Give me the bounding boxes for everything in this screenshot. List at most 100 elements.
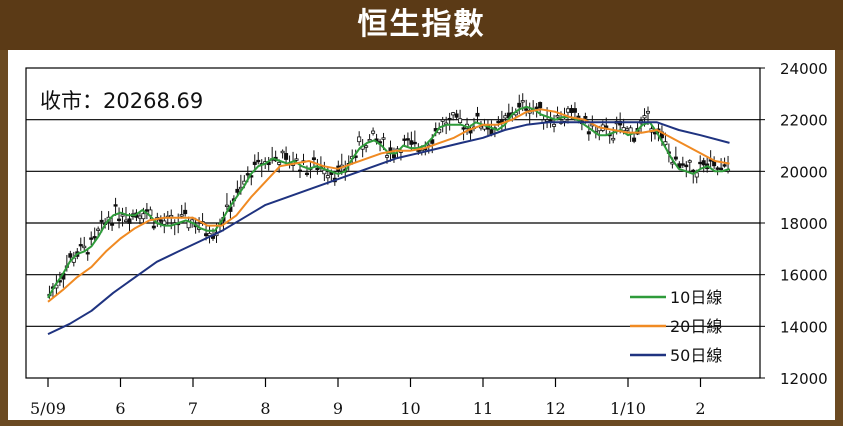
- chart-panel: 12000 14000 16000 18000 20000 22000 24000 5/09 6…: [0, 50, 843, 426]
- candle-body: [162, 220, 167, 225]
- candle-body: [68, 253, 73, 258]
- candle-body: [304, 172, 309, 176]
- candle-body: [298, 169, 303, 172]
- candle-body: [381, 137, 386, 140]
- candle-body: [412, 141, 417, 145]
- hsi-chart: 12000 14000 16000 18000 20000 22000 24000 5/09 6…: [25, 60, 828, 418]
- candle-body: [517, 102, 522, 108]
- candle-body: [447, 117, 452, 121]
- candle-body: [454, 113, 459, 118]
- candle-body: [252, 161, 257, 165]
- candle-body: [722, 164, 727, 167]
- candle-body: [284, 153, 289, 160]
- candle-body: [694, 172, 699, 178]
- x-tick-label: 11: [473, 399, 493, 418]
- candle-body: [440, 119, 445, 122]
- y-tick-label: 14000: [780, 318, 828, 336]
- candle-body: [92, 236, 97, 239]
- candle-body: [562, 118, 567, 122]
- candle-body: [545, 119, 550, 122]
- candle-body: [364, 145, 369, 148]
- candle-body: [684, 164, 689, 168]
- candle-body: [583, 116, 588, 119]
- candle-body: [503, 115, 508, 119]
- x-tick-label: 12: [545, 399, 565, 418]
- candle-body: [280, 150, 285, 154]
- candle-body: [311, 157, 316, 161]
- candle-body: [158, 219, 163, 222]
- x-tick-label: 1/10: [610, 399, 646, 418]
- candle-body: [127, 218, 132, 224]
- series-line-3: [47, 121, 730, 336]
- candle-body: [89, 237, 94, 240]
- series-line-1: [47, 105, 730, 299]
- candle-body: [144, 209, 149, 212]
- candle-body: [78, 244, 83, 247]
- candle-body: [245, 173, 250, 176]
- candle-body: [325, 175, 330, 179]
- candle-body: [680, 163, 685, 166]
- candle-body: [538, 102, 543, 109]
- candle-body: [712, 161, 717, 167]
- candle-body: [548, 119, 553, 122]
- candle-body: [698, 161, 703, 165]
- candle-body: [572, 108, 577, 113]
- candle-body: [256, 159, 261, 163]
- candle-body: [642, 115, 647, 119]
- candle-body: [141, 213, 146, 220]
- candle-body: [569, 108, 574, 113]
- candle-body: [120, 214, 125, 217]
- candle-body: [110, 222, 115, 226]
- candle-body: [322, 169, 327, 175]
- moving-average-lines: [47, 105, 730, 336]
- x-tick-label: 2: [695, 399, 705, 418]
- candle-body: [524, 108, 529, 111]
- candle-body: [673, 156, 678, 160]
- candle-body: [701, 160, 706, 166]
- y-tick-label: 12000: [780, 370, 828, 388]
- candle-body: [169, 214, 174, 218]
- axes: 12000 14000 16000 18000 20000 22000 24000 5/09 6…: [25, 60, 828, 418]
- candle-body: [204, 233, 209, 237]
- candle-body: [85, 252, 90, 255]
- candle-body: [179, 214, 184, 217]
- candle-body: [451, 112, 456, 116]
- candle-body: [461, 127, 466, 130]
- candle-body: [520, 100, 525, 103]
- candle-body: [151, 225, 156, 229]
- legend: 10日線 20日線 50日線: [630, 288, 722, 365]
- candle-body: [277, 162, 282, 165]
- candle-body: [534, 106, 539, 109]
- candle-body: [552, 123, 557, 127]
- y-tick-label: 16000: [780, 267, 828, 285]
- candle-body: [99, 219, 104, 223]
- candle-body: [555, 115, 560, 118]
- candle-body: [124, 219, 129, 222]
- y-tick-label: 20000: [780, 163, 828, 181]
- candle-body: [82, 245, 87, 249]
- candle-body: [565, 108, 570, 113]
- candle-body: [391, 154, 396, 159]
- candle-body: [409, 140, 414, 145]
- candle-body: [357, 136, 362, 143]
- candle-body: [235, 188, 240, 193]
- candle-body: [715, 167, 720, 170]
- x-tick-label: 5/09: [30, 399, 66, 418]
- x-tick-label: 9: [333, 399, 343, 418]
- x-tick-label: 10: [400, 399, 420, 418]
- candle-body: [294, 158, 299, 161]
- candle-body: [224, 204, 229, 208]
- candle-body: [117, 218, 122, 222]
- candle-body: [646, 110, 651, 114]
- candle-body: [137, 215, 142, 219]
- candle-body: [475, 112, 480, 117]
- y-tick-label: 22000: [780, 112, 828, 130]
- candle-body: [632, 137, 637, 142]
- candle-body: [691, 169, 696, 173]
- legend-label: 50日線: [670, 346, 722, 365]
- candle-body: [719, 167, 724, 170]
- y-tick-label: 18000: [780, 215, 828, 233]
- candle-body: [687, 160, 692, 163]
- close-price-label: 收市：20268.69: [40, 89, 203, 113]
- x-tick-label: 7: [188, 399, 198, 418]
